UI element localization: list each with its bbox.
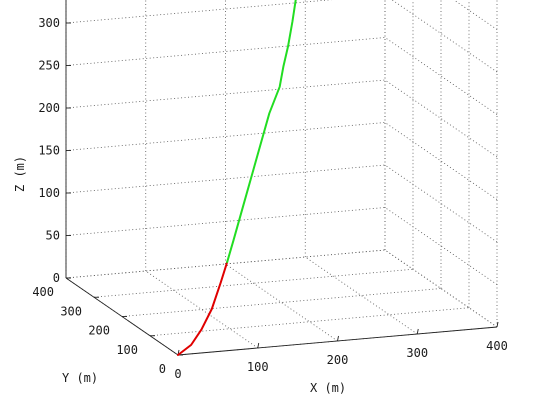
- z-tick-label: 250: [38, 59, 60, 73]
- axes-box: [65, 0, 499, 356]
- z-tick-label: 200: [38, 101, 60, 115]
- series-layer: [177, 0, 297, 356]
- gridline-floor-x: [305, 256, 418, 335]
- gridline-back-z: [65, 0, 333, 24]
- gridline-floor-y: [93, 268, 414, 298]
- gridline-back-z: [65, 37, 386, 66]
- y-axis-label: Y (m): [62, 371, 98, 385]
- gridline-back-z: [65, 164, 386, 194]
- x-tick-label: 200: [327, 353, 349, 367]
- z-tick-label: 300: [38, 16, 60, 30]
- trajectory-segment-2: [226, 0, 297, 264]
- x-tick-mark: [416, 328, 419, 335]
- x-tick-label: 0: [174, 367, 181, 381]
- x-tick-mark: [257, 342, 260, 349]
- z-tick-label: 100: [38, 186, 60, 200]
- x-tick-label: 300: [406, 346, 428, 360]
- gridline-floor-x: [145, 270, 258, 349]
- y-tick-label: 0: [159, 362, 166, 376]
- x-tick-label: 400: [486, 339, 508, 353]
- x-axis-label: X (m): [310, 381, 346, 395]
- z-tick-label: 150: [38, 144, 60, 158]
- y-tick-label: 300: [60, 304, 82, 318]
- x-tick-label: 100: [247, 360, 269, 374]
- gridline-back-z: [65, 122, 386, 151]
- gridline-floor-x: [225, 263, 338, 342]
- gridline-floor-y: [121, 288, 442, 317]
- z-axis-label: Z (m): [13, 156, 27, 192]
- z-tick-label: 0: [53, 271, 60, 285]
- gridline-floor-y: [65, 249, 386, 279]
- gridline-back-z: [65, 79, 386, 109]
- x-tick-mark: [337, 335, 339, 342]
- gridline-back-z: [65, 207, 386, 236]
- grid-layer: [65, 0, 498, 356]
- y-tick-label: 100: [116, 343, 138, 357]
- tick-labels: 0 100 200 300 400010020030040005010015020025…: [32, 16, 508, 381]
- y-tick-label: 200: [88, 324, 110, 338]
- x-tick-mark: [496, 321, 499, 328]
- gridline-floor-y: [149, 307, 470, 337]
- y-tick-label: 400: [32, 285, 54, 299]
- trajectory-segment-1: [177, 261, 229, 356]
- z-tick-label: 50: [46, 229, 60, 243]
